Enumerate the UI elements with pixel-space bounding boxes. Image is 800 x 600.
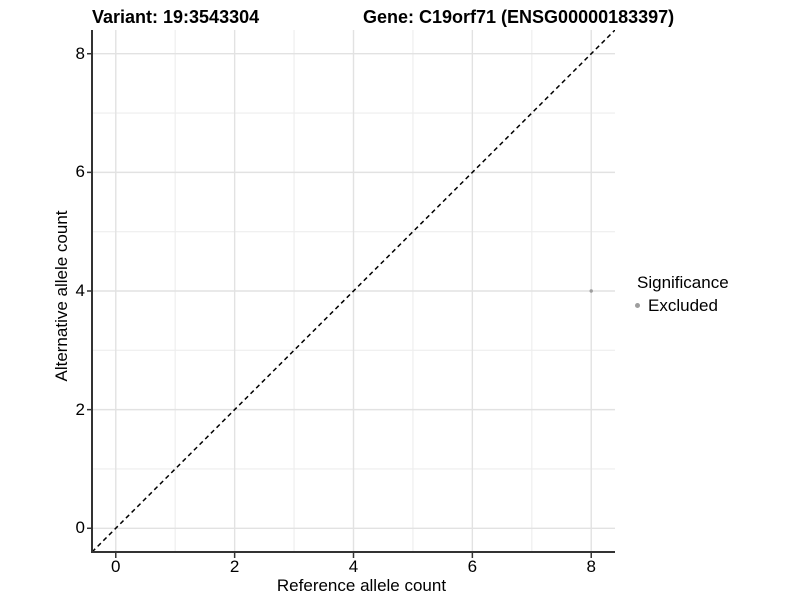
y-tick-label: 4: [75, 281, 85, 300]
x-axis-title: Reference allele count: [276, 576, 447, 595]
gene-title: Gene: C19orf71 (ENSG00000183397): [363, 7, 675, 27]
x-tick-label: 8: [586, 557, 596, 576]
y-tick-label: 2: [75, 399, 85, 419]
x-tick-label: 4: [348, 557, 359, 576]
y-axis-title: Alternative allele count: [52, 210, 71, 382]
x-tick-label: 0: [111, 557, 121, 576]
identity-reference-line: [92, 30, 615, 552]
legend-title: Significance: [637, 273, 729, 292]
variant-title: Variant: 19:3543304: [92, 7, 260, 27]
excluded-point-icon: [635, 303, 640, 308]
x-tick-label: 6: [467, 557, 478, 576]
data-point: [589, 289, 593, 293]
y-tick-label: 6: [75, 162, 85, 182]
y-tick-label: 0: [75, 518, 85, 538]
x-tick-label: 2: [229, 557, 240, 576]
legend-item-excluded: Excluded: [635, 296, 729, 315]
legend-item-label: Excluded: [648, 296, 718, 315]
legend: Significance Excluded: [635, 273, 729, 315]
y-tick-label: 8: [75, 43, 85, 63]
